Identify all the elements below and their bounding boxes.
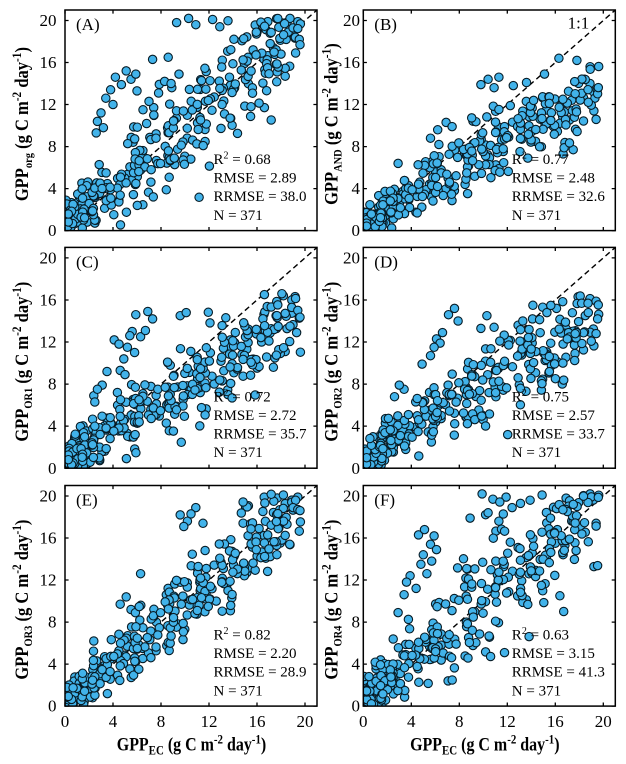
svg-text:16: 16 <box>40 529 57 548</box>
svg-text:4: 4 <box>352 179 361 198</box>
svg-text:8: 8 <box>157 712 166 731</box>
svg-text:12: 12 <box>499 712 516 731</box>
svg-text:4: 4 <box>352 655 361 674</box>
svg-text:RMSE = 2.48: RMSE = 2.48 <box>512 171 595 187</box>
svg-text:RRMSE = 33.7: RRMSE = 33.7 <box>512 427 606 443</box>
svg-text:8: 8 <box>48 613 57 632</box>
svg-text:N = 371: N = 371 <box>512 683 561 699</box>
svg-text:16: 16 <box>40 291 57 310</box>
svg-text:RMSE = 2.72: RMSE = 2.72 <box>214 408 297 424</box>
svg-text:(A): (A) <box>76 15 100 34</box>
svg-text:N = 371: N = 371 <box>512 208 561 224</box>
svg-text:12: 12 <box>40 95 57 114</box>
svg-text:GPPEC (g C m-2 day-1): GPPEC (g C m-2 day-1) <box>117 732 267 758</box>
svg-text:RRMSE = 35.7: RRMSE = 35.7 <box>214 427 308 443</box>
svg-text:RRMSE = 28.9: RRMSE = 28.9 <box>214 665 307 681</box>
svg-text:20: 20 <box>297 712 314 731</box>
svg-text:(E): (E) <box>76 491 98 510</box>
svg-text:GPPorg (g C m-2 day-1): GPPorg (g C m-2 day-1) <box>9 47 35 201</box>
svg-text:R2 = 0.68: R2 = 0.68 <box>214 151 271 169</box>
svg-text:(D): (D) <box>374 252 398 271</box>
svg-text:RRMSE = 32.6: RRMSE = 32.6 <box>512 189 606 205</box>
svg-text:GPPOR1 (g C m-2 day-1): GPPOR1 (g C m-2 day-1) <box>9 282 35 442</box>
svg-text:12: 12 <box>40 333 57 352</box>
svg-text:0: 0 <box>48 221 57 240</box>
svg-text:RMSE = 2.89: RMSE = 2.89 <box>214 171 297 187</box>
svg-text:8: 8 <box>352 613 361 632</box>
svg-text:N = 371: N = 371 <box>512 445 561 461</box>
svg-text:8: 8 <box>352 375 361 394</box>
svg-text:0: 0 <box>352 697 361 716</box>
svg-text:12: 12 <box>343 571 360 590</box>
svg-text:12: 12 <box>343 95 360 114</box>
svg-text:GPPOR2 (g C m-2 day-1): GPPOR2 (g C m-2 day-1) <box>319 282 345 442</box>
svg-text:4: 4 <box>48 655 57 674</box>
svg-text:4: 4 <box>407 712 416 731</box>
svg-text:20: 20 <box>595 712 612 731</box>
svg-text:GPPOR4 (g C m-2 day-1): GPPOR4 (g C m-2 day-1) <box>319 520 345 680</box>
svg-text:16: 16 <box>343 291 360 310</box>
svg-text:(B): (B) <box>374 15 397 34</box>
svg-text:N = 371: N = 371 <box>214 445 263 461</box>
svg-text:16: 16 <box>343 529 360 548</box>
svg-text:GPPOR3 (g C m-2 day-1): GPPOR3 (g C m-2 day-1) <box>9 520 35 680</box>
svg-text:16: 16 <box>343 53 360 72</box>
svg-text:N = 371: N = 371 <box>214 683 263 699</box>
svg-text:RRMSE = 41.3: RRMSE = 41.3 <box>512 665 605 681</box>
svg-text:0: 0 <box>359 712 368 731</box>
svg-text:(C): (C) <box>76 252 99 271</box>
svg-text:0: 0 <box>352 221 361 240</box>
svg-text:4: 4 <box>48 417 57 436</box>
svg-text:20: 20 <box>343 249 360 268</box>
svg-text:4: 4 <box>109 712 118 731</box>
svg-text:12: 12 <box>201 712 218 731</box>
svg-text:1:1: 1:1 <box>568 14 590 33</box>
svg-text:8: 8 <box>48 137 57 156</box>
svg-text:20: 20 <box>343 11 360 30</box>
svg-text:8: 8 <box>352 137 361 156</box>
svg-text:(F): (F) <box>374 491 395 510</box>
svg-text:20: 20 <box>40 11 57 30</box>
svg-text:R2 = 0.63: R2 = 0.63 <box>512 626 569 644</box>
svg-text:8: 8 <box>455 712 464 731</box>
svg-text:4: 4 <box>48 179 57 198</box>
svg-text:16: 16 <box>547 712 564 731</box>
svg-text:R2 = 0.72: R2 = 0.72 <box>214 388 271 406</box>
svg-text:16: 16 <box>249 712 266 731</box>
svg-text:RRMSE = 38.0: RRMSE = 38.0 <box>214 189 307 205</box>
svg-text:16: 16 <box>40 53 57 72</box>
svg-text:GPPAND (g C m-2 day-1): GPPAND (g C m-2 day-1) <box>319 43 345 205</box>
svg-text:RMSE = 2.20: RMSE = 2.20 <box>214 646 297 662</box>
svg-text:20: 20 <box>40 487 57 506</box>
svg-text:RMSE = 2.57: RMSE = 2.57 <box>512 408 596 424</box>
svg-text:RMSE = 3.15: RMSE = 3.15 <box>512 646 595 662</box>
svg-text:12: 12 <box>40 571 57 590</box>
svg-text:N = 371: N = 371 <box>214 208 263 224</box>
svg-text:R2 = 0.77: R2 = 0.77 <box>512 151 570 169</box>
svg-text:0: 0 <box>48 459 57 478</box>
svg-text:0: 0 <box>61 712 70 731</box>
svg-text:4: 4 <box>352 417 361 436</box>
svg-text:GPPEC (g C m-2 day-1): GPPEC (g C m-2 day-1) <box>410 732 560 758</box>
svg-text:20: 20 <box>40 249 57 268</box>
svg-text:8: 8 <box>48 375 57 394</box>
svg-text:0: 0 <box>48 697 57 716</box>
svg-text:R2 = 0.75: R2 = 0.75 <box>512 388 569 406</box>
svg-text:0: 0 <box>352 459 361 478</box>
svg-text:20: 20 <box>343 487 360 506</box>
svg-text:R2 = 0.82: R2 = 0.82 <box>214 626 271 644</box>
svg-text:12: 12 <box>343 333 360 352</box>
